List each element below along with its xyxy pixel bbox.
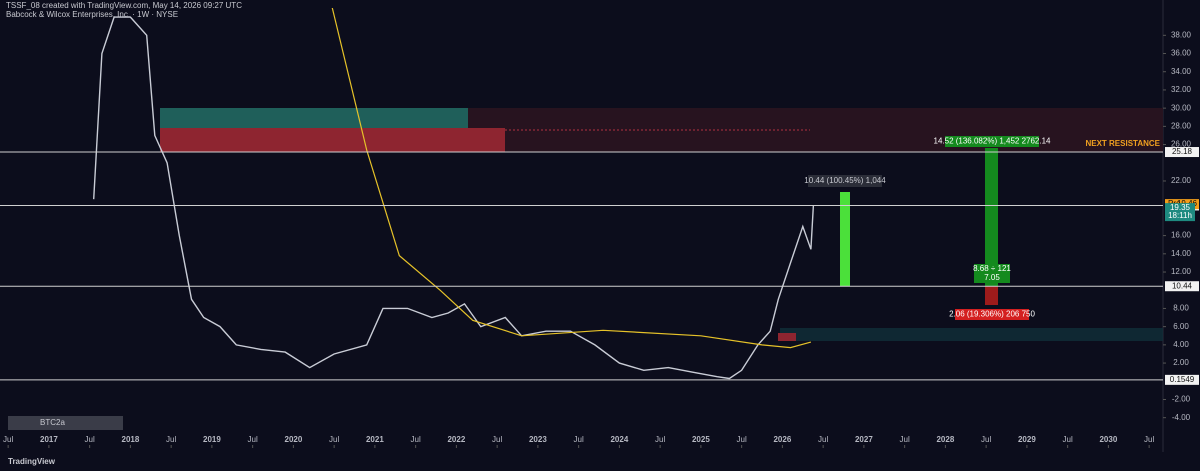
level-label: 0.1549: [1170, 375, 1195, 384]
measure-label: 14.52 (136.082%) 1,452 2762.14: [934, 137, 1052, 146]
y-tick-label: 26.00: [1171, 140, 1192, 149]
risk-bar: [985, 286, 998, 305]
zone-red: [160, 128, 505, 152]
y-tick-label: 14.00: [1171, 249, 1192, 258]
x-tick-label: Jul: [1063, 435, 1073, 444]
x-tick-label: 2025: [692, 435, 710, 444]
y-tick-label: -2.00: [1172, 395, 1191, 404]
x-tick-label: 2023: [529, 435, 547, 444]
x-tick-label: 2027: [855, 435, 873, 444]
x-tick-label: 2020: [285, 435, 303, 444]
y-tick-label: 38.00: [1171, 30, 1192, 39]
y-tick-label: -4.00: [1172, 413, 1191, 422]
plot: [93, 8, 815, 380]
zone-lower: [780, 328, 1163, 341]
y-tick-label: 16.00: [1171, 231, 1192, 240]
x-tick-label: Jul: [574, 435, 584, 444]
x-tick-label: 2019: [203, 435, 221, 444]
last-box: [1165, 203, 1195, 222]
y-tick-label: 8.00: [1173, 304, 1189, 313]
x-tick-label: 2030: [1099, 435, 1117, 444]
x-tick-label: 2021: [366, 435, 384, 444]
footer: [0, 452, 1200, 471]
series-line: [331, 8, 812, 349]
zone-lower-red: [778, 333, 796, 341]
label-box: [974, 264, 1010, 283]
measure-bar: [840, 192, 850, 286]
branding: TradingView: [8, 457, 56, 466]
x-tick-label: Jul: [900, 435, 910, 444]
level-label-box: [1165, 281, 1199, 292]
x-tick-label: Jul: [737, 435, 747, 444]
x-tick-label: Jul: [85, 435, 95, 444]
x-tick-label: 2022: [447, 435, 465, 444]
y-tick-label: 28.00: [1171, 121, 1192, 130]
x-tick-label: 2028: [936, 435, 954, 444]
x-tick-label: Jul: [492, 435, 502, 444]
x-tick-label: 2024: [610, 435, 628, 444]
level-label-box: [1165, 374, 1199, 385]
watermark-box: [8, 416, 123, 430]
credit: TSSF_08 created with TradingView.com, Ma…: [6, 1, 242, 10]
rr-label: 8.68 ÷ 121: [973, 264, 1011, 273]
level-label: 25.18: [1172, 147, 1193, 156]
zone: [468, 108, 1163, 152]
resistance-label: NEXT RESISTANCE: [1085, 139, 1160, 148]
y-tick-label: 12.00: [1171, 267, 1192, 276]
level-label-box: [1165, 147, 1199, 158]
level-label: 10.44: [1172, 281, 1193, 290]
label-box: [808, 175, 882, 187]
y-tick-label: 4.00: [1173, 340, 1189, 349]
x-tick-label: Jul: [166, 435, 176, 444]
x-tick-label: 2017: [40, 435, 58, 444]
label-box: [945, 136, 1039, 147]
y-tick-label: 22.00: [1171, 176, 1192, 185]
x-tick-label: 2018: [122, 435, 140, 444]
x-tick-label: 2026: [773, 435, 791, 444]
zone-teal: [160, 108, 468, 128]
measure-label: 10.44 (100.45%) 1,044: [804, 176, 886, 185]
y-tick-label: 2.00: [1173, 358, 1189, 367]
x-tick-label: Jul: [981, 435, 991, 444]
y-tick-label: 30.00: [1171, 103, 1192, 112]
x-tick-label: Jul: [411, 435, 421, 444]
y-tick-label: 6.00: [1173, 322, 1189, 331]
countdown: 18:11h: [1168, 211, 1192, 220]
x-tick-label: Jul: [329, 435, 339, 444]
watermark: BTC2a: [40, 418, 65, 427]
label-box: [955, 309, 1029, 320]
risk-label: 2.06 (19.306%) 206 750: [949, 310, 1035, 319]
x-tick-label: Jul: [1144, 435, 1154, 444]
x-tick-label: Jul: [655, 435, 665, 444]
measure-bar: [985, 148, 998, 286]
rr-label: 7.05: [984, 273, 1000, 282]
x-tick-label: 2029: [1018, 435, 1036, 444]
x-tick-label: Jul: [248, 435, 258, 444]
last-value: 19.35: [1170, 203, 1191, 212]
symbol: Babcock & Wilcox Enterprises, Inc. · 1W …: [6, 10, 178, 19]
x-tick-label: Jul: [818, 435, 828, 444]
y-tick-label: 34.00: [1171, 67, 1192, 76]
y-tick-label: 32.00: [1171, 85, 1192, 94]
series-line: [93, 16, 815, 380]
y-tick-label: 36.00: [1171, 49, 1192, 58]
x-tick-label: Jul: [3, 435, 13, 444]
